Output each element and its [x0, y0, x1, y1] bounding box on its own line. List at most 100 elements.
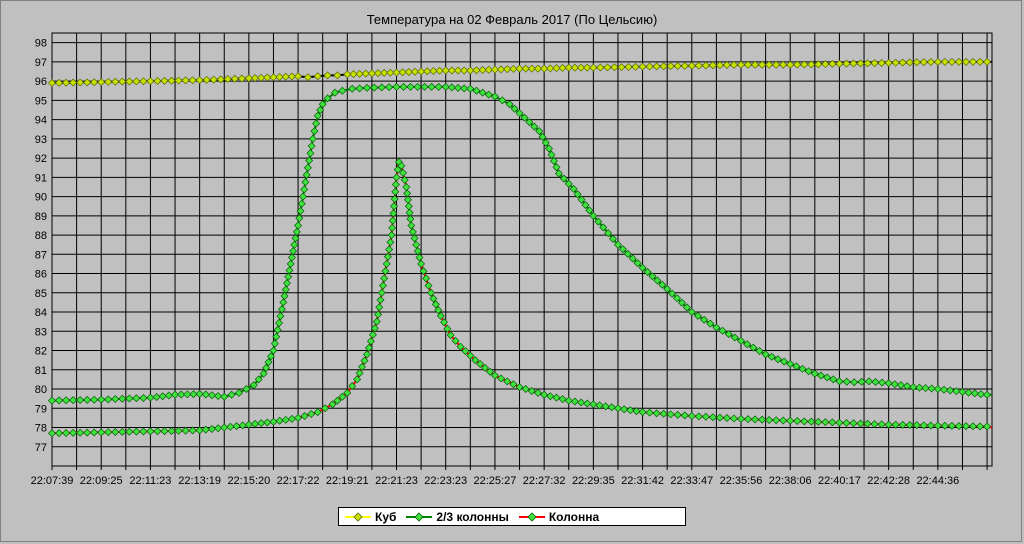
data-point: [541, 138, 550, 147]
data-point: [214, 424, 223, 433]
data-point: [139, 393, 148, 402]
data-point: [424, 281, 433, 290]
data-point: [318, 100, 327, 109]
data-point: [302, 170, 311, 179]
data-point: [628, 254, 637, 263]
data-point: [388, 216, 397, 225]
data-point: [792, 362, 801, 371]
data-point: [842, 377, 851, 386]
data-point: [758, 60, 767, 69]
y-tick-label: 77: [35, 442, 47, 454]
data-point: [618, 245, 627, 254]
data-point: [983, 57, 992, 66]
x-tick-label: 22:23:23: [424, 475, 467, 487]
data-point: [821, 418, 830, 427]
data-point: [443, 324, 452, 333]
data-point: [596, 63, 605, 72]
data-point: [348, 84, 357, 93]
data-point: [132, 427, 141, 436]
data-point: [301, 178, 310, 187]
data-point: [515, 109, 524, 118]
data-point: [399, 168, 408, 177]
data-point: [863, 419, 872, 428]
data-point: [382, 259, 391, 268]
data-point: [558, 63, 567, 72]
data-point: [160, 427, 169, 436]
data-point: [313, 111, 322, 120]
data-point: [583, 63, 592, 72]
data-point: [174, 76, 183, 85]
data-point: [333, 71, 342, 80]
legend-item-column: Колонна: [518, 510, 599, 524]
data-point: [970, 389, 979, 398]
data-point: [281, 285, 290, 294]
data-point: [658, 280, 667, 289]
y-tick-label: 86: [35, 269, 47, 281]
y-tick-label: 94: [35, 115, 47, 127]
data-point: [638, 263, 647, 272]
data-point: [933, 57, 942, 66]
data-point: [814, 60, 823, 69]
data-point: [761, 350, 770, 359]
data-point: [377, 288, 386, 297]
data-point: [388, 223, 397, 232]
legend-label-kub: Куб: [375, 509, 397, 524]
data-point: [730, 333, 739, 342]
data-point: [577, 398, 586, 407]
data-point: [540, 64, 549, 73]
data-point: [515, 64, 524, 73]
data-point: [257, 419, 266, 428]
data-point: [877, 420, 886, 429]
data-point: [573, 190, 582, 199]
data-point: [216, 75, 225, 84]
data-point: [903, 382, 912, 391]
data-point: [722, 61, 731, 70]
data-point: [755, 347, 764, 356]
data-point: [905, 58, 914, 67]
data-point: [377, 83, 386, 92]
data-point: [374, 69, 383, 78]
data-point: [167, 76, 176, 85]
data-point: [132, 77, 141, 86]
data-point: [828, 59, 837, 68]
data-point: [947, 421, 956, 430]
data-point: [577, 63, 586, 72]
x-tick-label: 22:27:32: [523, 475, 566, 487]
data-point: [835, 377, 844, 386]
data-point: [632, 407, 641, 416]
data-point: [328, 400, 337, 409]
data-point: [484, 65, 493, 74]
data-point: [313, 408, 322, 417]
data-point: [558, 395, 567, 404]
data-point: [254, 375, 263, 384]
data-point: [666, 62, 675, 71]
data-point: [48, 79, 56, 88]
data-point: [223, 75, 232, 84]
data-point: [244, 420, 253, 429]
data-point: [287, 414, 296, 423]
data-point: [559, 174, 568, 183]
data-point: [392, 68, 401, 77]
data-point: [946, 386, 955, 395]
data-point: [610, 63, 619, 72]
data-point: [372, 317, 381, 326]
data-point: [343, 388, 352, 397]
data-point: [422, 274, 431, 283]
data-point: [417, 67, 426, 76]
data-point: [429, 294, 438, 303]
data-point: [348, 382, 357, 391]
data-point: [490, 92, 499, 101]
data-point: [226, 422, 235, 431]
legend-swatch-column: [518, 511, 545, 522]
data-point: [280, 292, 289, 301]
plot-area: [51, 32, 993, 467]
data-point: [673, 61, 682, 70]
data-point: [595, 401, 604, 410]
series-0: [48, 57, 992, 88]
data-point: [111, 77, 120, 86]
data-point: [535, 127, 544, 136]
data-point: [659, 409, 668, 418]
data-point: [933, 421, 942, 430]
data-point: [272, 332, 281, 341]
